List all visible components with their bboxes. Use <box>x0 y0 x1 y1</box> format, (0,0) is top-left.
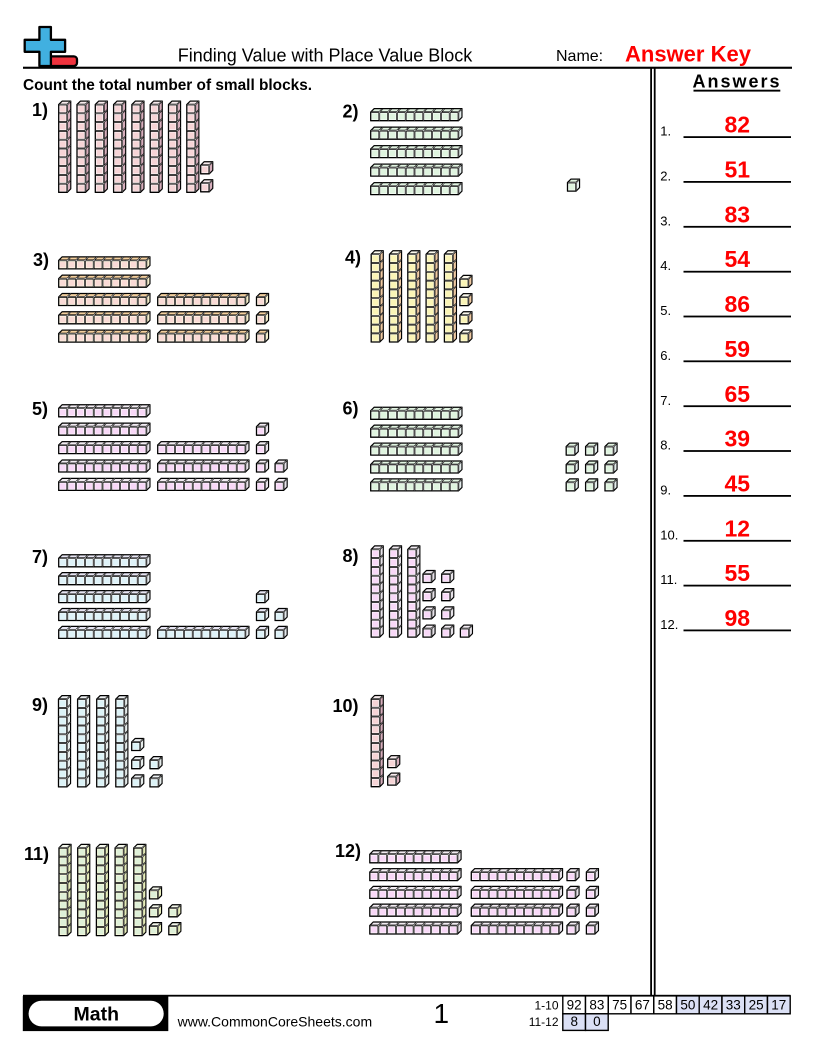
svg-text:8: 8 <box>570 1014 578 1029</box>
svg-text:11): 11) <box>24 844 49 864</box>
svg-text:59: 59 <box>725 336 751 362</box>
svg-text:51: 51 <box>725 157 751 183</box>
svg-text:17: 17 <box>771 997 786 1012</box>
svg-text:7.: 7. <box>660 393 671 408</box>
svg-text:8): 8) <box>342 546 358 566</box>
svg-text:12: 12 <box>725 515 751 541</box>
svg-text:6.: 6. <box>660 348 671 363</box>
svg-text:65: 65 <box>725 381 751 407</box>
svg-text:11.: 11. <box>660 572 677 587</box>
svg-text:25: 25 <box>749 997 764 1012</box>
svg-text:2): 2) <box>342 101 358 121</box>
svg-text:5.: 5. <box>660 303 671 318</box>
svg-text:12): 12) <box>335 841 361 861</box>
svg-text:98: 98 <box>725 605 751 631</box>
svg-text:6): 6) <box>342 399 358 419</box>
svg-text:Count the total number of smal: Count the total number of small blocks. <box>23 77 312 94</box>
svg-text:12.: 12. <box>660 617 678 632</box>
svg-text:Finding Value with Place Value: Finding Value with Place Value Block <box>178 46 473 66</box>
svg-text:45: 45 <box>725 471 751 497</box>
svg-text:58: 58 <box>658 997 673 1012</box>
svg-text:1): 1) <box>32 100 48 120</box>
svg-text:33: 33 <box>726 997 741 1012</box>
svg-text:www.CommonCoreSheets.com: www.CommonCoreSheets.com <box>177 1014 373 1030</box>
svg-text:1-10: 1-10 <box>534 998 558 1012</box>
svg-text:5): 5) <box>32 399 48 419</box>
svg-text:9.: 9. <box>660 483 671 498</box>
svg-text:86: 86 <box>725 291 751 317</box>
svg-text:11-12: 11-12 <box>529 1015 559 1029</box>
svg-text:Answer Key: Answer Key <box>625 42 752 67</box>
svg-text:42: 42 <box>703 997 718 1012</box>
svg-text:10.: 10. <box>660 527 678 542</box>
svg-text:1: 1 <box>434 998 450 1029</box>
svg-text:92: 92 <box>567 997 582 1012</box>
svg-text:8.: 8. <box>660 438 671 453</box>
svg-text:50: 50 <box>680 997 695 1012</box>
svg-text:Name:: Name: <box>556 48 603 65</box>
svg-text:1.: 1. <box>660 124 671 139</box>
svg-text:75: 75 <box>612 997 627 1012</box>
svg-text:83: 83 <box>589 997 604 1012</box>
svg-text:4): 4) <box>345 248 361 268</box>
svg-text:10): 10) <box>332 696 358 716</box>
svg-text:2.: 2. <box>660 169 671 184</box>
svg-text:3): 3) <box>33 250 49 270</box>
svg-text:7): 7) <box>32 547 48 567</box>
svg-text:39: 39 <box>725 426 751 452</box>
svg-text:82: 82 <box>725 112 751 138</box>
svg-text:67: 67 <box>635 997 650 1012</box>
svg-text:54: 54 <box>725 246 751 272</box>
svg-text:3.: 3. <box>660 213 671 228</box>
svg-text:4.: 4. <box>660 258 671 273</box>
svg-text:9): 9) <box>32 695 48 715</box>
svg-text:55: 55 <box>725 560 751 586</box>
svg-text:Math: Math <box>74 1003 120 1025</box>
svg-text:Answers: Answers <box>692 72 781 92</box>
svg-text:0: 0 <box>593 1014 601 1029</box>
svg-text:83: 83 <box>725 201 751 227</box>
